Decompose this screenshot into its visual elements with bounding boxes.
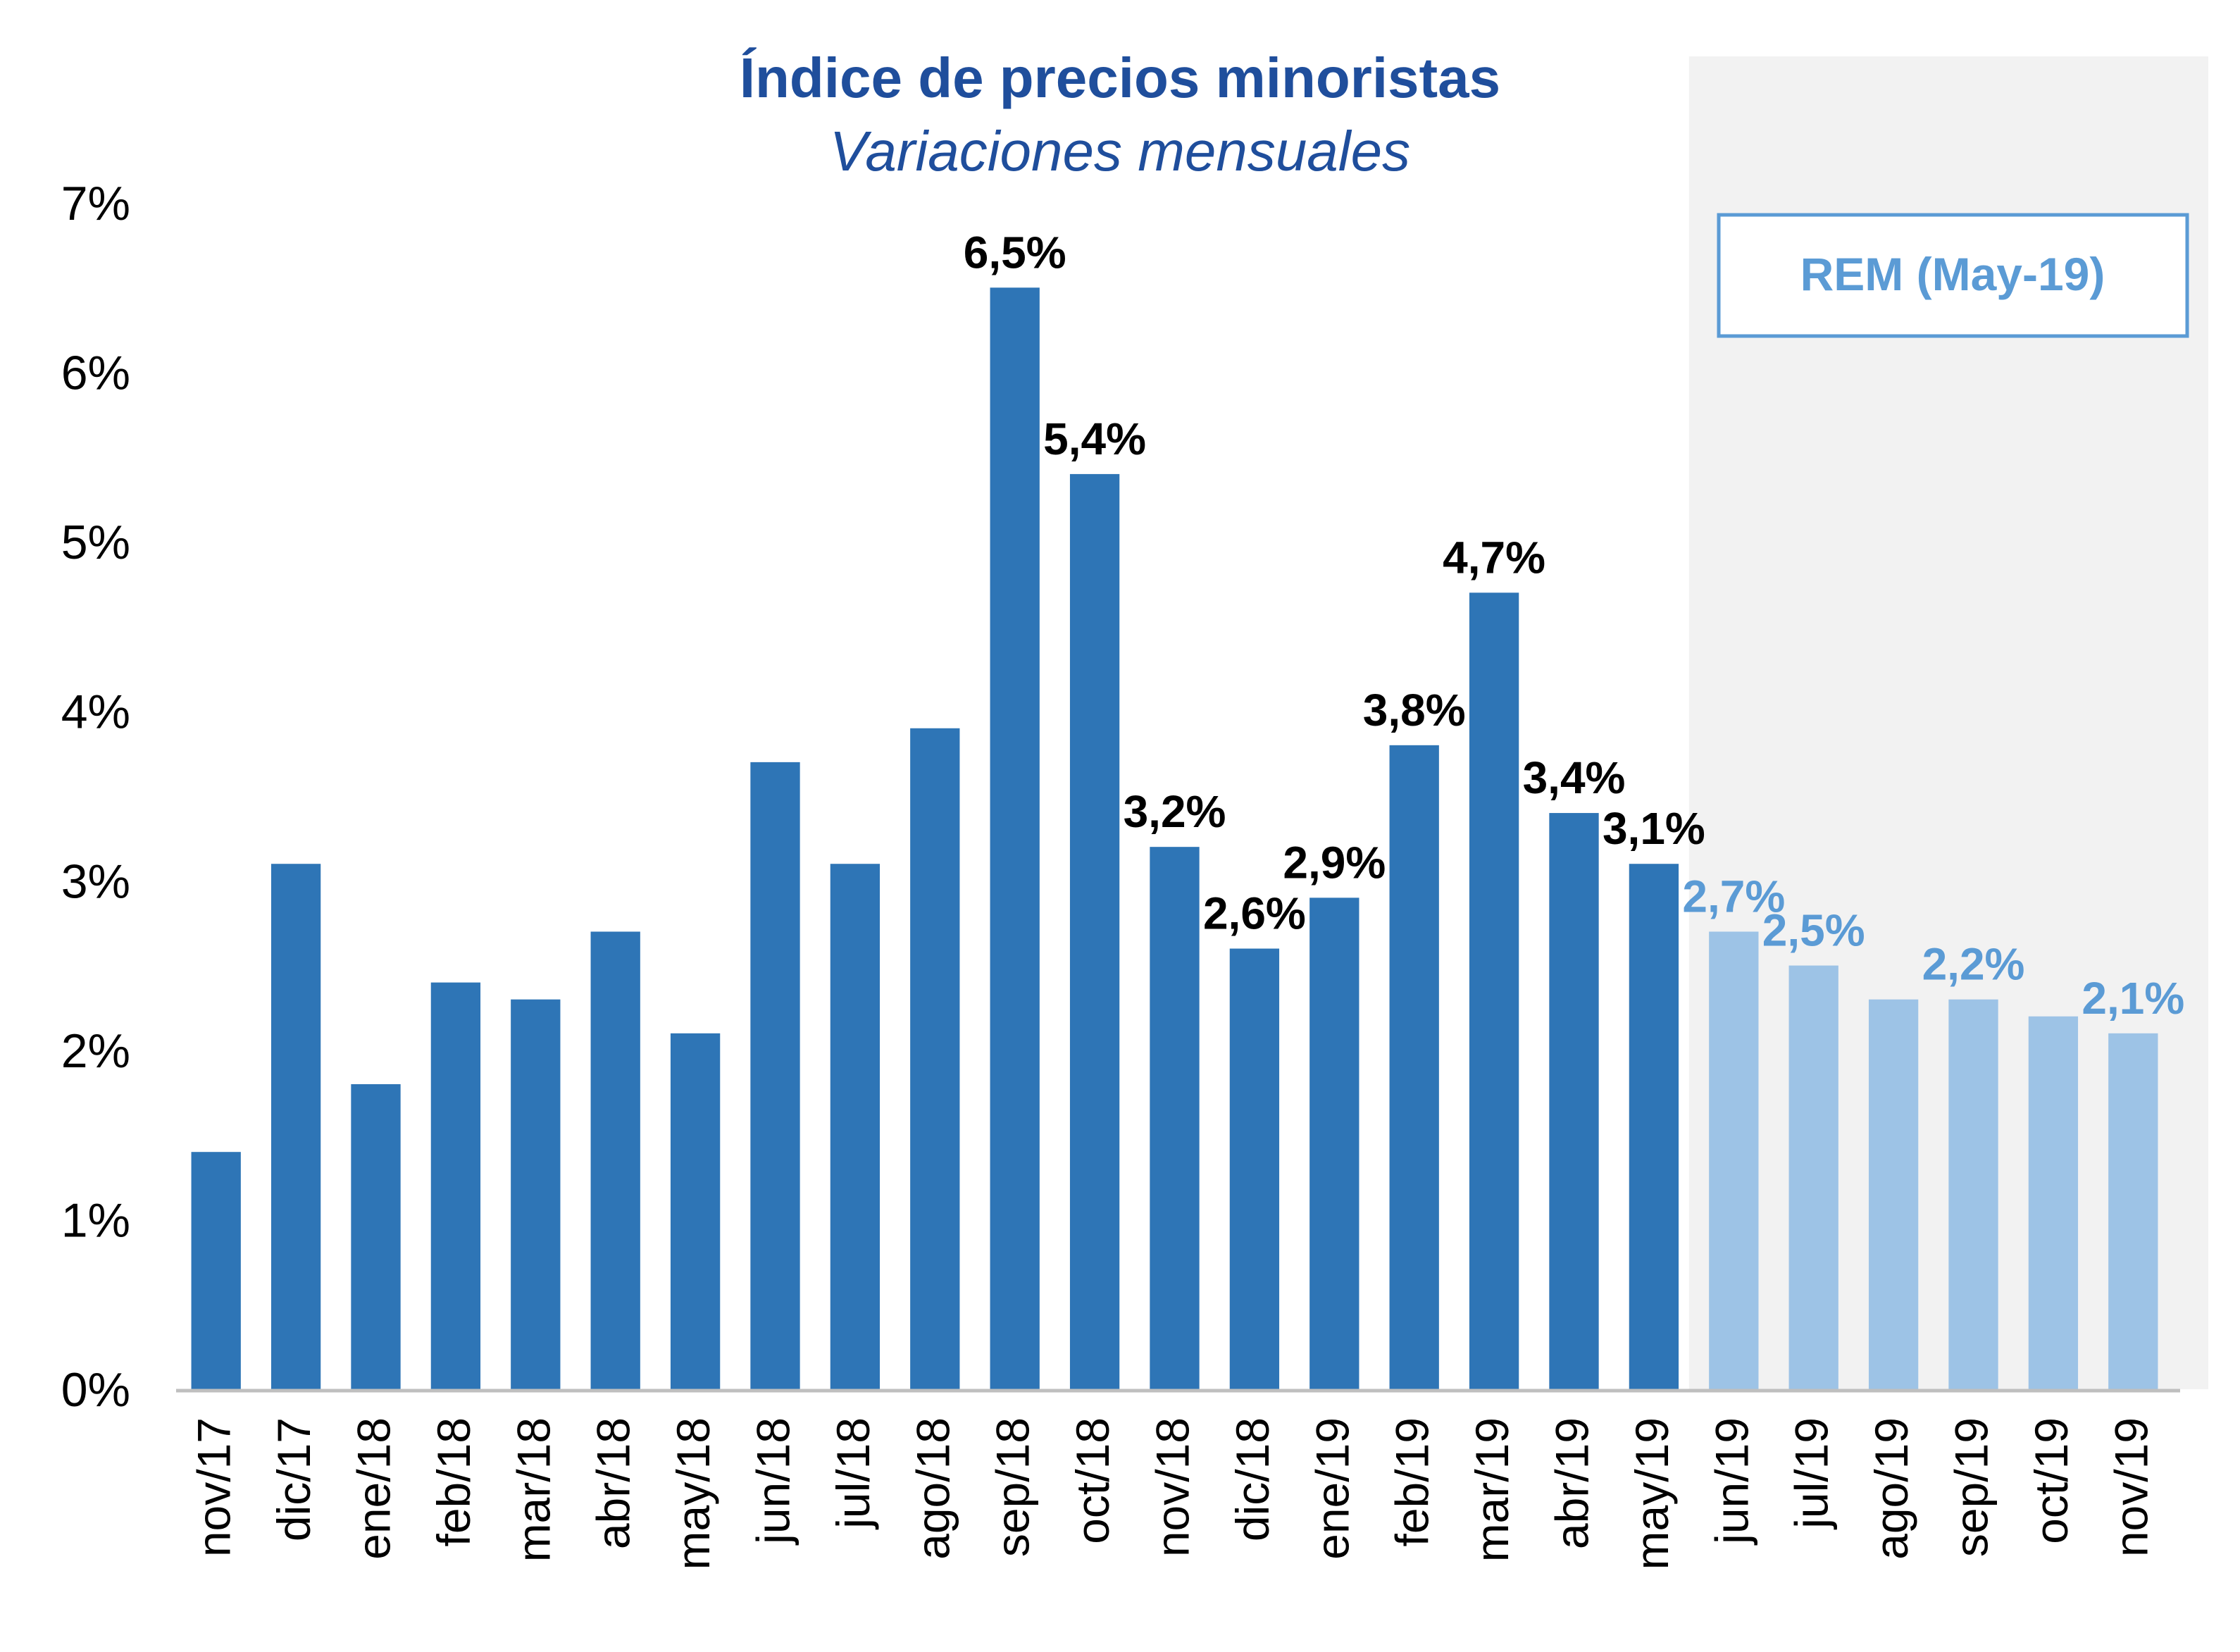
- data-label: 2,1%: [2082, 973, 2184, 1024]
- bar-jun-18: [750, 762, 800, 1389]
- x-tick-label: nov/17: [188, 1417, 240, 1557]
- y-tick-label: 3%: [61, 855, 130, 908]
- bar-nov-17: [191, 1152, 241, 1389]
- data-label: 2,6%: [1203, 888, 1306, 939]
- data-label: 6,5%: [964, 227, 1066, 278]
- data-label: 5,4%: [1043, 414, 1146, 464]
- data-labels: 6,5% 5,4% 3,2% 2,6%2,9% 3,8% 4,7% 3,4%3,1% 2,7%…: [964, 227, 2184, 1024]
- x-tick-label: ene/19: [1306, 1417, 1358, 1560]
- x-tick-label: abr/19: [1546, 1417, 1598, 1549]
- x-tick-label: feb/18: [428, 1417, 480, 1547]
- data-label: 2,7%: [1682, 871, 1785, 921]
- bar-dic-18: [1229, 948, 1280, 1389]
- bar-sep-18: [990, 287, 1040, 1390]
- x-tick-label: may/18: [667, 1417, 719, 1570]
- bar-ene-18: [351, 1083, 401, 1389]
- chart-subtitle: Variaciones mensuales: [830, 120, 1410, 182]
- bar-ago-18: [910, 728, 960, 1389]
- y-tick-label: 0%: [61, 1363, 130, 1417]
- x-tick-label: nov/18: [1147, 1417, 1199, 1557]
- rem-box-label: REM (May-19): [1800, 248, 2105, 300]
- bar-nov-18: [1150, 847, 1200, 1389]
- data-label: 2,5%: [1762, 905, 1865, 956]
- data-label: 2,2%: [1922, 939, 2025, 990]
- x-tick-label: sep/18: [987, 1417, 1039, 1557]
- bar-mar-19: [1469, 592, 1519, 1390]
- bar-may-18: [670, 1033, 721, 1389]
- bar-abr-18: [590, 931, 640, 1389]
- x-tick-label: nov/19: [2105, 1417, 2157, 1557]
- bar-jun-19: [1709, 931, 1759, 1389]
- data-label: 3,2%: [1124, 786, 1226, 837]
- x-tick-label: mar/19: [1466, 1417, 1518, 1562]
- bar-feb-18: [430, 982, 481, 1389]
- bar-jul-18: [830, 864, 881, 1389]
- y-tick-label: 6%: [61, 347, 130, 400]
- x-axis-ticks: nov/17 dic/17 ene/18 feb/18 mar/18 abr/18 may/…: [188, 1417, 2158, 1570]
- bar-jul-19: [1788, 965, 1838, 1389]
- bar-nov-19: [2108, 1033, 2158, 1389]
- data-label: 3,1%: [1603, 803, 1705, 854]
- x-tick-label: jun/19: [1705, 1417, 1757, 1546]
- bar-ago-19: [1868, 999, 1919, 1389]
- data-label: 3,8%: [1363, 685, 1466, 735]
- rem-box-border: [1717, 213, 2189, 338]
- y-tick-label: 2%: [61, 1024, 130, 1078]
- x-tick-label: dic/17: [268, 1417, 320, 1541]
- x-tick-label: ago/19: [1865, 1417, 1917, 1560]
- bar-sep-19: [1948, 999, 1998, 1389]
- y-tick-label: 4%: [61, 685, 130, 739]
- data-label: 4,7%: [1443, 532, 1545, 583]
- x-tick-label: mar/18: [507, 1417, 559, 1562]
- bar-mar-18: [511, 999, 561, 1389]
- x-tick-label: ago/18: [907, 1417, 959, 1560]
- chart-title: Índice de precios minoristas: [740, 46, 1500, 109]
- bar-feb-19: [1389, 745, 1439, 1389]
- x-tick-label: jul/18: [827, 1417, 879, 1530]
- x-tick-label: dic/18: [1226, 1417, 1278, 1541]
- bar-ene-19: [1309, 898, 1359, 1389]
- rem-box: REM (May-19): [1717, 213, 2189, 338]
- x-tick-label: jul/19: [1786, 1417, 1838, 1530]
- x-tick-label: abr/18: [587, 1417, 640, 1549]
- x-tick-label: ene/18: [348, 1417, 400, 1560]
- x-tick-label: oct/18: [1066, 1417, 1119, 1544]
- bar-oct-19: [2028, 1016, 2079, 1389]
- bar-may-19: [1629, 864, 1679, 1389]
- x-tick-label: oct/19: [2025, 1417, 2077, 1544]
- x-tick-label: may/19: [1626, 1417, 1678, 1570]
- bars: [191, 287, 2158, 1390]
- y-axis-ticks: 0% 1% 2% 3% 4% 5% 6% 7%: [61, 177, 130, 1417]
- y-tick-label: 7%: [61, 177, 130, 230]
- y-tick-label: 5%: [61, 516, 130, 569]
- y-tick-label: 1%: [61, 1193, 130, 1247]
- bar-oct-18: [1069, 473, 1120, 1389]
- data-label: 3,4%: [1523, 752, 1626, 803]
- bar-abr-19: [1549, 813, 1599, 1389]
- x-tick-label: feb/19: [1386, 1417, 1438, 1547]
- x-tick-label: jun/18: [747, 1417, 799, 1546]
- bar-dic-17: [270, 864, 321, 1389]
- x-tick-label: sep/19: [1946, 1417, 1998, 1557]
- data-label: 2,9%: [1283, 837, 1386, 888]
